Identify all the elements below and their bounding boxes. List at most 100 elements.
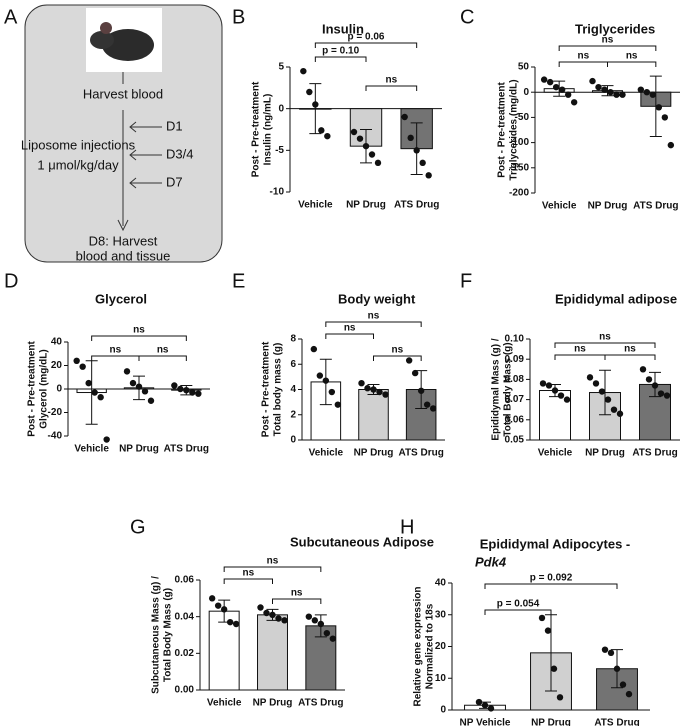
y-tick-label: 20 <box>435 641 447 652</box>
y-tick-label: -5 <box>275 145 284 156</box>
data-point <box>613 91 620 98</box>
y-tick-label: 20 <box>51 360 63 371</box>
data-point <box>362 142 370 150</box>
y-tick-label: 0.08 <box>505 374 525 385</box>
data-point <box>592 380 600 387</box>
data-point <box>405 357 413 364</box>
y-axis-label: Normalized to 18s <box>425 603 436 689</box>
significance-label: ns <box>344 323 356 334</box>
y-tick-label: 0.07 <box>505 394 525 405</box>
y-axis-label: Post - Pre-treatment <box>251 81 262 177</box>
chart-title: Glycerol <box>95 291 147 306</box>
y-tick-label: 40 <box>435 578 447 589</box>
y-tick-label: -150 <box>509 162 529 173</box>
y-tick-label: 5 <box>278 62 284 73</box>
y-tick-label: 10 <box>435 673 447 684</box>
data-point <box>407 134 414 142</box>
data-point <box>550 665 558 672</box>
significance-bracket <box>365 85 418 91</box>
significance-bracket <box>223 578 273 584</box>
y-tick-label: 4 <box>290 384 296 395</box>
data-point <box>586 374 594 381</box>
data-point <box>382 391 389 398</box>
y-tick-label: 8 <box>290 334 296 345</box>
data-point <box>358 379 365 387</box>
day: D3/4 <box>166 146 193 161</box>
data-point <box>257 604 264 611</box>
data-point <box>423 401 431 408</box>
y-tick-label: 50 <box>518 62 530 73</box>
data-point <box>376 388 383 396</box>
data-point <box>619 91 626 98</box>
y-tick-label: 0.02 <box>175 648 195 659</box>
y-tick-label: 0.09 <box>505 354 525 365</box>
bar <box>257 614 288 691</box>
data-point <box>601 646 609 653</box>
data-point <box>311 617 319 624</box>
data-point <box>370 386 377 393</box>
data-point <box>557 392 565 399</box>
data-point <box>183 386 190 394</box>
data-point <box>91 389 98 396</box>
significance-label: ns <box>626 51 638 62</box>
significance-label: ns <box>157 345 169 356</box>
significance-label: ns <box>291 588 303 599</box>
significance-bracket <box>325 321 422 327</box>
step: Liposome injections <box>21 137 136 152</box>
y-tick-label: 2 <box>290 409 296 420</box>
data-point <box>306 88 313 96</box>
x-tick-label: NP Drug <box>354 448 394 459</box>
y-tick-label: 0 <box>290 435 296 446</box>
error-bar <box>309 83 322 135</box>
y-tick-label: 6 <box>290 359 296 370</box>
significance-label: ns <box>599 332 611 343</box>
x-tick-label: ATS Drug <box>394 200 439 211</box>
significance-label: ns <box>133 325 145 336</box>
data-point <box>103 436 110 443</box>
data-point <box>316 372 324 379</box>
data-point <box>334 401 342 408</box>
chart-title: Body weight <box>338 291 416 306</box>
y-axis-label: Post - Pre-treatment <box>261 341 272 437</box>
chart-title: Epididymal adipose <box>555 291 677 306</box>
y-axis-label: Epididymal Mass (g) / <box>491 338 502 440</box>
significance-label: ns <box>368 311 380 322</box>
significance-label: p = 0.092 <box>530 573 573 584</box>
x-tick-label: ATS Drug <box>398 448 443 459</box>
y-axis-label: Subcutaneous Mass (g) / <box>151 576 162 694</box>
data-point <box>208 595 216 602</box>
significance-bracket <box>91 335 187 341</box>
significance-bracket <box>373 355 422 361</box>
significance-bracket <box>558 45 657 51</box>
data-point <box>413 147 420 154</box>
significance-label: p = 0.06 <box>348 32 385 43</box>
data-point <box>475 698 483 706</box>
data-point <box>226 618 234 626</box>
significance-bracket <box>138 355 187 361</box>
significance-bracket <box>484 609 552 615</box>
x-tick-label: Vehicle <box>74 444 109 455</box>
step: blood and tissue <box>76 248 171 263</box>
data-point <box>364 385 371 392</box>
mouse-ear <box>100 22 112 34</box>
significance-label: p = 0.10 <box>322 46 359 57</box>
x-tick-label: ATS Drug <box>298 698 343 709</box>
data-point <box>417 387 425 394</box>
data-point <box>649 91 657 98</box>
data-point <box>189 389 196 396</box>
data-point <box>141 388 149 395</box>
data-point <box>655 104 663 111</box>
significance-label: p = 0.054 <box>497 599 540 610</box>
y-tick-label: 0 <box>278 103 284 114</box>
data-point <box>616 410 624 417</box>
panel-letter: H <box>400 516 414 538</box>
y-axis-label: Total Body Mass (g) <box>163 588 174 682</box>
data-point <box>589 77 596 85</box>
data-point <box>317 620 325 628</box>
x-tick-label: ATS Drug <box>594 718 639 726</box>
mouse-head <box>90 31 114 49</box>
data-point <box>312 101 319 108</box>
data-point <box>411 369 419 377</box>
